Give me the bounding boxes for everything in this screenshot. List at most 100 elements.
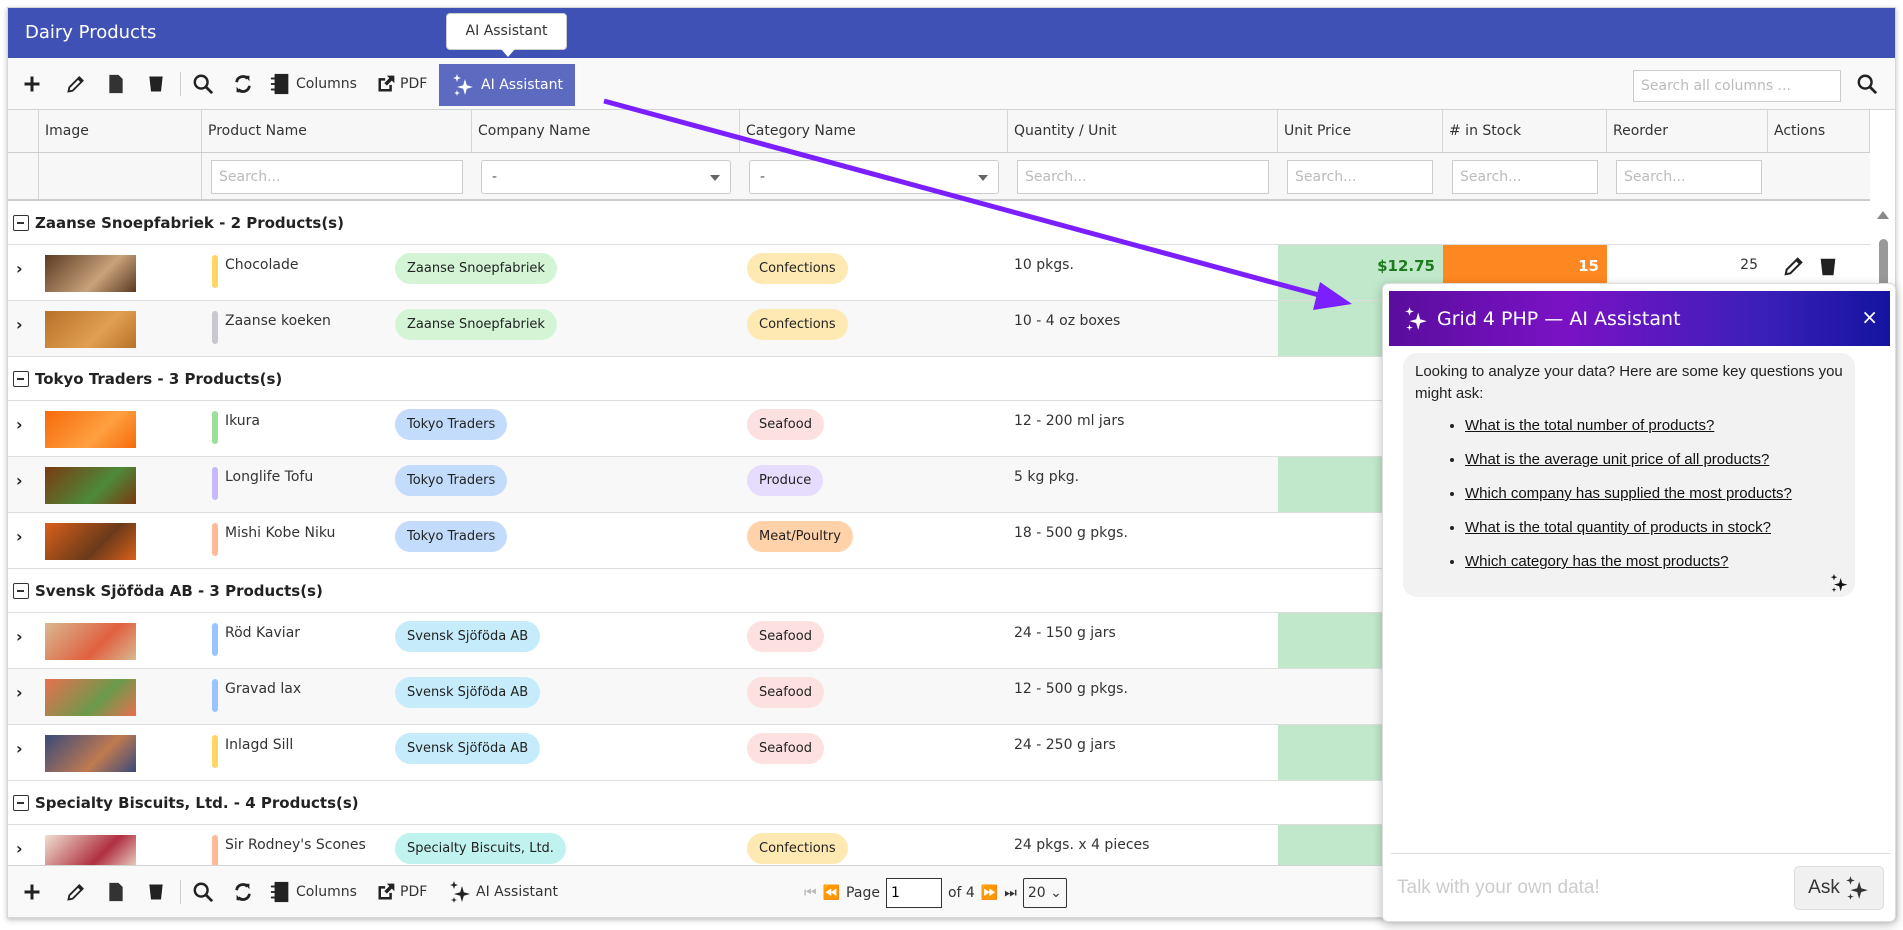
- company-badge: Tokyo Traders: [395, 465, 508, 496]
- question-item: Which category has the most products?: [1465, 551, 1843, 573]
- header-in-stock[interactable]: # in Stock: [1443, 110, 1607, 152]
- collapse-group-icon[interactable]: [13, 371, 29, 387]
- expand-row-icon[interactable]: ›: [16, 315, 23, 334]
- search-icon: [192, 73, 214, 95]
- ai-assistant-title: Grid 4 PHP — AI Assistant: [1437, 307, 1681, 330]
- quantity-unit: 10 pkgs.: [1014, 257, 1074, 273]
- table-row[interactable]: › Mishi Kobe Niku Tokyo Traders Meat/Poultr…: [8, 513, 1870, 569]
- ai-assistant-button[interactable]: AI Assistant: [439, 64, 575, 106]
- category-badge: Confections: [747, 833, 848, 864]
- header-unit-price[interactable]: Unit Price: [1278, 110, 1443, 152]
- page-number-input[interactable]: [885, 878, 942, 908]
- view-button[interactable]: [106, 866, 126, 918]
- edit-button[interactable]: [66, 58, 86, 110]
- product-image: [45, 835, 136, 865]
- collapse-group-icon[interactable]: [13, 215, 29, 231]
- group-row[interactable]: Zaanse Snoepfabriek - 2 Products(s): [8, 201, 1870, 245]
- expand-row-icon[interactable]: ›: [16, 627, 23, 646]
- header-company-name[interactable]: Company Name: [472, 110, 740, 152]
- collapse-group-icon[interactable]: [13, 583, 29, 599]
- refresh-button[interactable]: [232, 866, 254, 918]
- sparkle-icon: [1844, 875, 1870, 901]
- sparkle-icon: [1403, 306, 1429, 332]
- expand-row-icon[interactable]: ›: [16, 415, 23, 434]
- columns-button[interactable]: Columns: [270, 58, 357, 110]
- pencil-icon: [66, 74, 86, 94]
- collapse-group-icon[interactable]: [13, 795, 29, 811]
- view-button[interactable]: [106, 58, 126, 110]
- product-name-filter[interactable]: [211, 160, 463, 194]
- first-page-icon[interactable]: ⏮: [804, 885, 817, 901]
- trash-icon: [146, 881, 166, 903]
- last-page-icon[interactable]: ⏭: [1004, 885, 1017, 901]
- quantity-filter[interactable]: [1017, 160, 1269, 194]
- table-row[interactable]: › Ikura Tokyo Traders Seafood 12 - 200 ml ja…: [8, 401, 1870, 457]
- header-actions: Actions: [1768, 110, 1870, 152]
- product-image: [45, 311, 136, 348]
- question-link[interactable]: Which category has the most products?: [1465, 553, 1729, 570]
- unit-price-filter[interactable]: [1287, 160, 1433, 194]
- chat-input[interactable]: [1397, 866, 1777, 910]
- columns-button[interactable]: Columns: [270, 866, 357, 918]
- sparkle-icon: [448, 880, 472, 904]
- pencil-icon: [66, 882, 86, 902]
- expand-row-icon[interactable]: ›: [16, 471, 23, 490]
- header-quantity-unit[interactable]: Quantity / Unit: [1008, 110, 1278, 152]
- header-category-name[interactable]: Category Name: [740, 110, 1008, 152]
- group-label: Tokyo Traders - 3 Products(s): [35, 370, 283, 388]
- expand-row-icon[interactable]: ›: [16, 259, 23, 278]
- question-link[interactable]: What is the total quantity of products i…: [1465, 519, 1771, 536]
- expand-row-icon[interactable]: ›: [16, 683, 23, 702]
- reorder-filter[interactable]: [1616, 160, 1762, 194]
- in-stock-filter[interactable]: [1452, 160, 1598, 194]
- question-link[interactable]: Which company has supplied the most prod…: [1465, 485, 1792, 502]
- expand-row-icon[interactable]: ›: [16, 839, 23, 858]
- quantity-unit: 12 - 200 ml jars: [1014, 413, 1125, 429]
- add-button[interactable]: [23, 58, 41, 110]
- page-size-select[interactable]: 20 ⌄: [1022, 878, 1067, 908]
- edit-button[interactable]: [66, 866, 86, 918]
- product-image: [45, 255, 136, 292]
- pdf-button[interactable]: PDF: [376, 866, 427, 917]
- delete-icon[interactable]: [1817, 255, 1839, 279]
- pdf-button[interactable]: PDF: [376, 58, 427, 110]
- category-name-filter[interactable]: -: [749, 160, 999, 194]
- header-reorder[interactable]: Reorder: [1607, 110, 1768, 152]
- search-button[interactable]: [192, 58, 214, 110]
- product-image: [45, 523, 136, 560]
- product-color-bar: [212, 467, 218, 500]
- expand-row-icon[interactable]: ›: [16, 527, 23, 546]
- question-link[interactable]: What is the total number of products?: [1465, 417, 1715, 434]
- scroll-up-icon[interactable]: [1877, 211, 1889, 219]
- close-icon[interactable]: ×: [1861, 305, 1878, 329]
- company-name-filter[interactable]: -: [481, 160, 731, 194]
- question-link[interactable]: What is the average unit price of all pr…: [1465, 451, 1770, 468]
- search-icon: [1856, 73, 1878, 95]
- global-search-button[interactable]: [1856, 58, 1878, 110]
- add-button[interactable]: [23, 866, 41, 917]
- ask-button[interactable]: Ask: [1794, 866, 1884, 910]
- quantity-unit: 24 - 250 g jars: [1014, 737, 1116, 753]
- header-product-name[interactable]: Product Name: [202, 110, 472, 152]
- category-badge: Seafood: [747, 733, 824, 764]
- ai-assistant-button[interactable]: AI Assistant: [448, 866, 558, 918]
- refresh-button[interactable]: [232, 58, 254, 110]
- prev-page-icon[interactable]: ⏪: [822, 885, 841, 901]
- edit-icon[interactable]: [1783, 255, 1805, 277]
- file-icon: [106, 881, 126, 903]
- next-page-icon[interactable]: ⏩: [980, 885, 999, 901]
- delete-button[interactable]: [146, 866, 166, 918]
- product-name: Sir Rodney's Scones: [225, 837, 366, 853]
- toolbar-divider: [180, 72, 181, 96]
- table-row[interactable]: › Röd Kaviar Svensk Sjöföda AB Seafood 24 - …: [8, 613, 1870, 669]
- panel-divider: [1391, 853, 1891, 854]
- header-image[interactable]: Image: [39, 110, 202, 152]
- search-all-columns-input[interactable]: [1633, 70, 1841, 102]
- ai-assistant-header: Grid 4 PHP — AI Assistant ×: [1389, 291, 1890, 346]
- search-button[interactable]: [192, 866, 214, 918]
- product-image: [45, 679, 136, 716]
- company-badge: Svensk Sjöföda AB: [395, 621, 541, 652]
- scroll-thumb[interactable]: [1879, 239, 1888, 309]
- expand-row-icon[interactable]: ›: [16, 739, 23, 758]
- delete-button[interactable]: [146, 58, 166, 110]
